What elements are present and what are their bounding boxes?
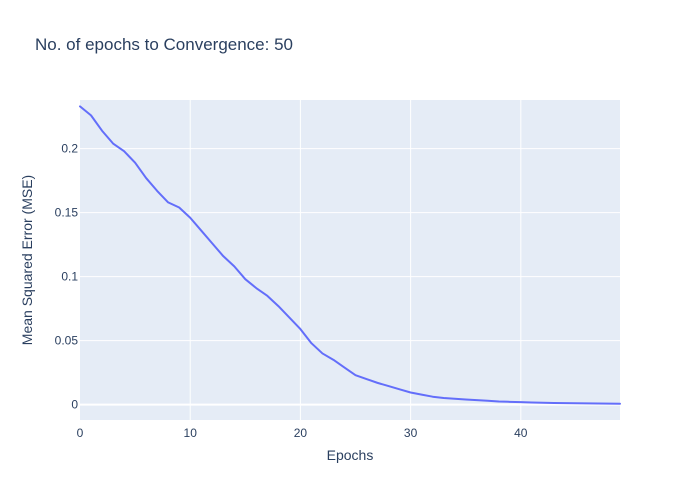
series-layer — [79, 105, 621, 405]
y-tick-label: 0 — [71, 398, 78, 412]
plot-area — [79, 100, 621, 420]
y-tick-label: 0.2 — [61, 142, 78, 156]
y-axis-title: Mean Squared Error (MSE) — [19, 175, 35, 345]
x-axis-ticks: 0 10 20 30 40 — [77, 426, 528, 440]
chart-title: No. of epochs to Convergence: 50 — [35, 35, 293, 54]
x-axis-title: Epochs — [327, 447, 374, 463]
mse-series-line — [79, 105, 621, 405]
x-tick-label: 20 — [294, 426, 308, 440]
x-tick-label: 30 — [404, 426, 418, 440]
plot-background — [80, 100, 620, 420]
grid-layer — [80, 100, 620, 420]
x-tick-label: 40 — [514, 426, 528, 440]
x-tick-label: 0 — [77, 426, 84, 440]
x-tick-label: 10 — [184, 426, 198, 440]
y-axis-ticks: 0 0.05 0.1 0.15 0.2 — [55, 142, 79, 412]
y-tick-label: 0.1 — [61, 270, 78, 284]
y-tick-label: 0.05 — [55, 334, 79, 348]
y-tick-label: 0.15 — [55, 206, 79, 220]
